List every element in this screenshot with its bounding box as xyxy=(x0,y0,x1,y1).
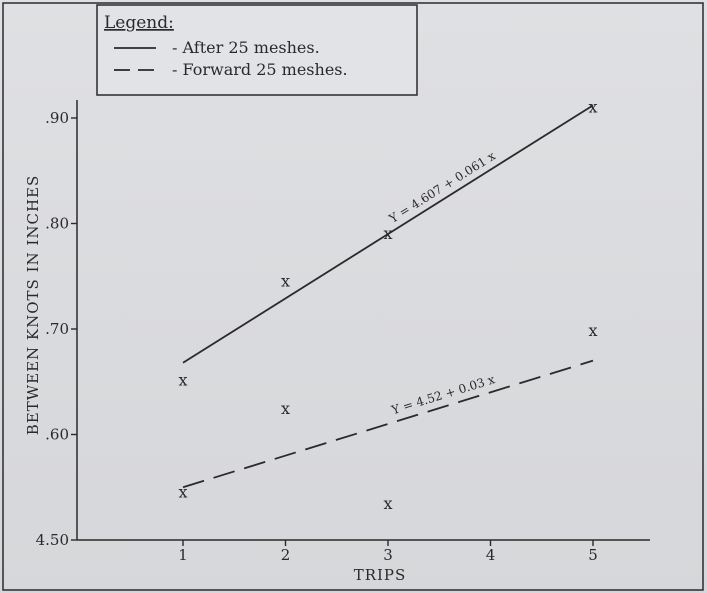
point-0-3: x xyxy=(588,97,597,116)
y-tick-label-2: .70 xyxy=(45,320,69,338)
legend-title: Legend: xyxy=(104,13,174,33)
legend-item-forward: - Forward 25 meshes. xyxy=(172,60,348,79)
legend: Legend: - After 25 meshes. - Forward 25 … xyxy=(96,4,418,96)
x-tick-label-4: 4 xyxy=(486,546,496,564)
point-0-2: x xyxy=(383,224,392,243)
y-tick-label-3: .80 xyxy=(45,215,69,233)
x-tick-label-1: 1 xyxy=(178,546,188,564)
point-1-3: x xyxy=(588,321,597,340)
x-tick-label-5: 5 xyxy=(588,546,598,564)
legend-box xyxy=(96,4,418,96)
fit-lines xyxy=(182,104,594,489)
legend-item-after: - After 25 meshes. xyxy=(172,38,320,57)
fit-equation-1: Y = 4.52 + 0.03 x xyxy=(389,372,497,417)
point-0-1: x xyxy=(281,272,290,291)
y-axis-title: BETWEEN KNOTS IN INCHES xyxy=(24,175,42,436)
point-1-2: x xyxy=(383,494,392,513)
data-points: x x x x x x x x xyxy=(178,97,597,513)
fit-equations: Y = 4.607 + 0.061 x Y = 4.52 + 0.03 x xyxy=(386,149,498,418)
x-tick-label-2: 2 xyxy=(281,546,291,564)
x-axis-ticks: 1 2 3 4 5 xyxy=(178,540,598,564)
fit-equation-0: Y = 4.607 + 0.061 x xyxy=(386,149,498,227)
x-tick-label-3: 3 xyxy=(383,546,393,564)
x-axis-title: TRIPS xyxy=(354,566,407,584)
fit-line-0 xyxy=(182,104,594,364)
y-tick-label-0: 4.50 xyxy=(36,531,69,549)
point-0-0: x xyxy=(178,371,187,390)
point-1-1: x xyxy=(281,399,290,418)
y-tick-label-4: .90 xyxy=(45,109,69,127)
point-1-0: x xyxy=(178,483,187,502)
fit-line-1 xyxy=(182,359,594,489)
y-axis-ticks: 4.50 .60 .70 .80 .90 xyxy=(36,109,77,549)
y-tick-label-1: .60 xyxy=(45,426,69,444)
